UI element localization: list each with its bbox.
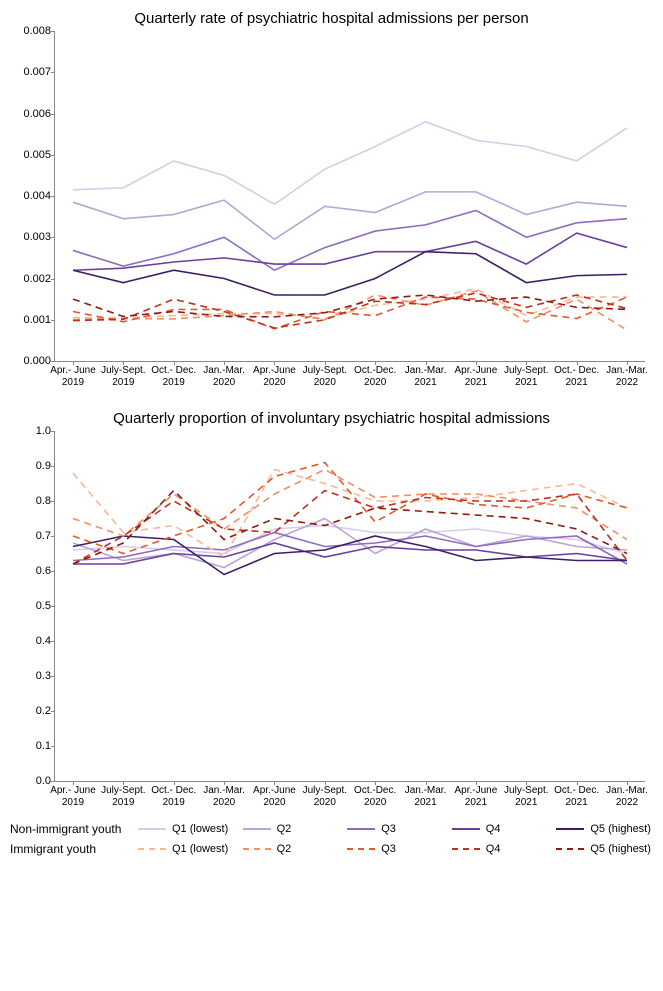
legend-swatch	[243, 848, 271, 850]
y-tick-label: 0.5	[36, 600, 55, 612]
x-tick-label: Jan.-Mar.2022	[602, 781, 652, 808]
legend-item-ni_q2: Q2	[243, 823, 340, 835]
y-tick-label: 0.3	[36, 670, 55, 682]
x-tick-label: Apr.- June2019	[48, 361, 98, 388]
legend-swatch	[243, 828, 271, 830]
legend-swatch	[138, 828, 166, 830]
x-tick-label: Apr.-June2020	[249, 781, 299, 808]
legend: Non-immigrant youth Q1 (lowest) Q2 Q3 Q4 Q5 (…	[10, 822, 653, 856]
legend-item-ni_q3: Q3	[347, 823, 444, 835]
x-tick-label: Jan.-Mar.2020	[199, 781, 249, 808]
y-tick-label: 0.007	[23, 66, 55, 78]
legend-swatch	[347, 828, 375, 830]
y-tick-label: 0.9	[36, 460, 55, 472]
series-line-im_q4	[73, 293, 627, 328]
legend-label: Q1 (lowest)	[172, 843, 228, 855]
legend-swatch	[138, 848, 166, 850]
x-tick-label: Jan.-Mar.2021	[401, 361, 451, 388]
x-tick-label: Oct.-Dec.2020	[350, 361, 400, 388]
legend-item-ni_q5: Q5 (highest)	[556, 823, 653, 835]
legend-row: Non-immigrant youth Q1 (lowest) Q2 Q3 Q4 Q5 (…	[10, 822, 653, 836]
x-tick-label: Oct.- Dec.2021	[552, 781, 602, 808]
x-tick-label: Apr.-June2020	[249, 361, 299, 388]
series-line-ni_q4	[73, 543, 627, 564]
legend-item-im_q5: Q5 (highest)	[556, 843, 653, 855]
x-tick-label: Jan.-Mar.2020	[199, 361, 249, 388]
x-tick-label: Apr.- June2019	[48, 781, 98, 808]
chart-top: Quarterly rate of psychiatric hospital a…	[10, 10, 653, 362]
y-tick-label: 0.008	[23, 25, 55, 37]
x-tick-label: Jan.-Mar.2022	[602, 361, 652, 388]
legend-label: Q5 (highest)	[590, 843, 651, 855]
y-tick-label: 0.6	[36, 565, 55, 577]
legend-item-im_q3: Q3	[347, 843, 444, 855]
legend-label: Q3	[381, 823, 396, 835]
legend-label: Q4	[486, 843, 501, 855]
chart-bottom-title: Quarterly proportion of involuntary psyc…	[10, 410, 653, 427]
x-tick-label: Apr.-June2021	[451, 361, 501, 388]
chart-bottom-lines	[55, 431, 645, 781]
legend-group-label: Immigrant youth	[10, 842, 130, 856]
series-line-ni_q1	[73, 122, 627, 205]
x-tick-label: July-Sept.2021	[501, 361, 551, 388]
y-tick-label: 0.4	[36, 635, 55, 647]
legend-swatch	[452, 848, 480, 850]
legend-label: Q3	[381, 843, 396, 855]
legend-label: Q1 (lowest)	[172, 823, 228, 835]
legend-swatch	[452, 828, 480, 830]
chart-bottom-plot: 0.00.10.20.30.40.50.60.70.80.91.0Apr.- J…	[54, 431, 645, 782]
y-tick-label: 0.002	[23, 273, 55, 285]
x-tick-label: Oct.- Dec.2019	[149, 781, 199, 808]
legend-item-im_q4: Q4	[452, 843, 549, 855]
x-tick-label: Oct.-Dec.2020	[350, 781, 400, 808]
legend-item-im_q1: Q1 (lowest)	[138, 843, 235, 855]
y-tick-label: 0.004	[23, 190, 55, 202]
y-tick-label: 0.006	[23, 108, 55, 120]
x-tick-label: Oct.- Dec.2021	[552, 361, 602, 388]
series-line-ni_q3	[73, 210, 627, 270]
y-tick-label: 0.2	[36, 705, 55, 717]
legend-item-ni_q1: Q1 (lowest)	[138, 823, 235, 835]
x-tick-label: Oct.- Dec.2019	[149, 361, 199, 388]
legend-swatch	[556, 848, 584, 850]
x-tick-label: Apr.-June2021	[451, 781, 501, 808]
legend-row: Immigrant youth Q1 (lowest) Q2 Q3 Q4 Q5 (high…	[10, 842, 653, 856]
y-tick-label: 0.7	[36, 530, 55, 542]
legend-label: Q2	[277, 843, 292, 855]
x-tick-label: July-Sept.2020	[300, 781, 350, 808]
legend-item-im_q2: Q2	[243, 843, 340, 855]
y-tick-label: 0.005	[23, 149, 55, 161]
legend-label: Q4	[486, 823, 501, 835]
x-tick-label: July-Sept.2021	[501, 781, 551, 808]
x-tick-label: July-Sept.2019	[98, 361, 148, 388]
chart-bottom: Quarterly proportion of involuntary psyc…	[10, 410, 653, 782]
legend-label: Q5 (highest)	[590, 823, 651, 835]
y-tick-label: 1.0	[36, 425, 55, 437]
x-tick-label: Jan.-Mar.2021	[401, 781, 451, 808]
x-tick-label: July-Sept.2020	[300, 361, 350, 388]
y-tick-label: 0.8	[36, 495, 55, 507]
legend-group-label: Non-immigrant youth	[10, 822, 130, 836]
y-tick-label: 0.001	[23, 314, 55, 326]
x-tick-label: July-Sept.2019	[98, 781, 148, 808]
chart-top-plot: 0.0000.0010.0020.0030.0040.0050.0060.007…	[54, 31, 645, 362]
chart-top-title: Quarterly rate of psychiatric hospital a…	[10, 10, 653, 27]
y-tick-label: 0.003	[23, 231, 55, 243]
chart-top-lines	[55, 31, 645, 361]
legend-item-ni_q4: Q4	[452, 823, 549, 835]
legend-swatch	[556, 828, 584, 830]
series-line-im_q2	[73, 291, 627, 330]
y-tick-label: 0.1	[36, 740, 55, 752]
legend-label: Q2	[277, 823, 292, 835]
legend-swatch	[347, 848, 375, 850]
